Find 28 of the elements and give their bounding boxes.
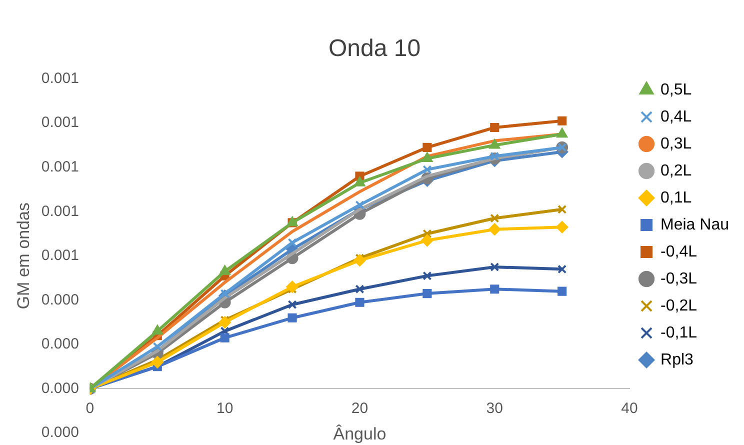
y-tick-label: 0.001 — [41, 158, 79, 176]
y-tick-label: 0.000 — [41, 380, 79, 397]
y-tick-label: 0.001 — [41, 114, 79, 132]
y-tick-label: 0.001 — [41, 202, 79, 220]
y-tick-label: 0.000 — [41, 291, 79, 308]
y-axis-title: GM em ondas — [14, 202, 33, 310]
legend-label: 0,5L — [660, 81, 692, 98]
x-tick-label: 30 — [486, 400, 503, 417]
x-axis-title: Ângulo — [333, 424, 386, 444]
x-tick-label: 0 — [86, 400, 94, 417]
legend-label: Meia Nau — [660, 216, 730, 234]
legend-label: -0,3L — [660, 270, 698, 288]
x-tick-label: 40 — [621, 400, 638, 417]
legend-label: Rpl3 — [660, 351, 694, 368]
legend-label: 0,4L — [660, 108, 692, 126]
x-tick-label: 10 — [216, 400, 234, 417]
y-tick-label: 0.000 — [41, 424, 79, 442]
legend-label: 0,3L — [660, 135, 692, 152]
legend-label: -0,2L — [660, 297, 698, 314]
y-tick-label: 0.001 — [41, 247, 79, 264]
y-tick-label: 0.001 — [41, 70, 79, 87]
legend-label: -0,4L — [660, 243, 698, 260]
chart-title: Onda 10 — [328, 35, 421, 62]
y-tick-label: 0.000 — [41, 336, 79, 353]
legend-label: -0,1L — [660, 324, 698, 342]
legend-label: 0,2L — [660, 162, 692, 180]
x-tick-label: 20 — [351, 400, 368, 417]
legend-label: 0,1L — [660, 189, 692, 206]
